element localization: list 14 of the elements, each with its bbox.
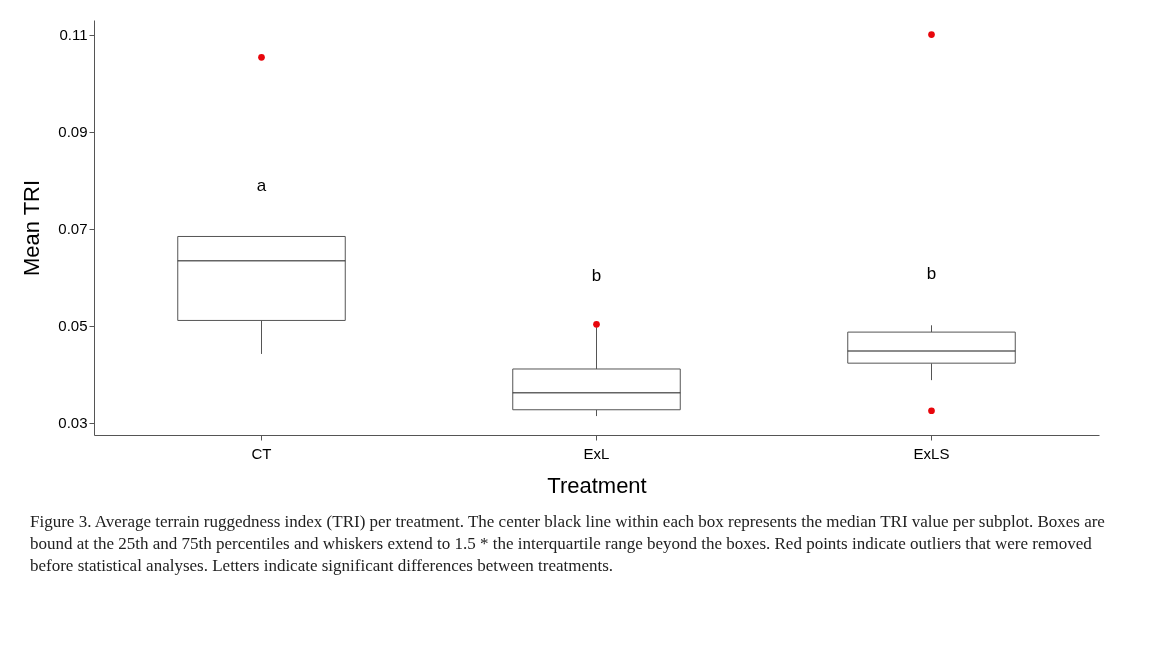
annotation: a [256,175,267,195]
x-tick-label: ExL [583,444,610,462]
annotation: b [926,264,937,284]
x-tick-label: ExLS [913,444,950,462]
y-axis-title: Mean TRI [19,179,45,277]
annotation: b [591,266,602,286]
y-tick-label: 0.09 [58,123,88,141]
y-tick-label: 0.07 [58,220,88,238]
caption: Figure 3. Average terrain ruggedness index (TRI) per treatment. The center black line within each box represents the median TRI value per subplot. Boxes are bound at the 25th and 75th percentiles and whiskers extend to 1.5 * the interquartile range beyond the boxes. Red points indicate outliers that were removed before statistical analyses. Letters indicate significant differences between treatments. [30,511,1106,577]
x-axis-title: Treatment [547,472,647,498]
y-tick-label: 0.11 [59,26,88,44]
y-tick-label: 0.05 [58,317,88,335]
y-tick-label: 0.03 [58,414,88,432]
x-tick-label: CT [251,444,272,462]
